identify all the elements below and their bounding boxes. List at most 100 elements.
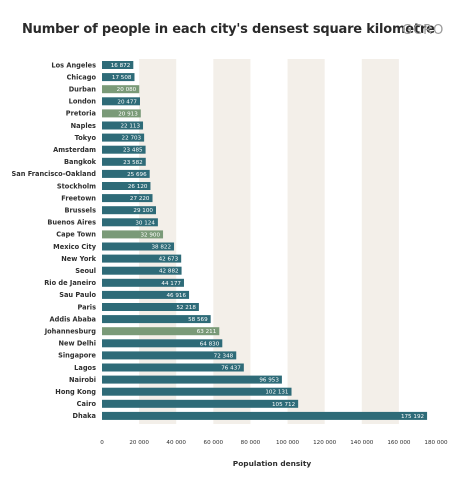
bar-stockholm xyxy=(102,182,151,190)
bar-new-york xyxy=(102,254,182,263)
bar-chicago xyxy=(102,73,135,82)
bar-rio-de-janeiro xyxy=(102,278,184,287)
bar-bangkok xyxy=(102,157,146,166)
gcro-logo: GCRO xyxy=(402,23,445,38)
bar-freetown xyxy=(102,194,153,203)
value-label: 42 882 xyxy=(159,269,179,275)
category-label: Buenos Aires xyxy=(47,219,96,227)
value-label: 52 218 xyxy=(176,305,196,311)
grid-band xyxy=(139,59,177,424)
bar-paris xyxy=(102,303,199,311)
bar-buenos-aires xyxy=(102,218,158,227)
category-label: Sau Paulo xyxy=(59,291,96,299)
category-label: Freetown xyxy=(61,194,96,202)
value-label: 25 696 xyxy=(127,172,147,178)
category-label: Hong Kong xyxy=(55,388,96,396)
category-label: Seoul xyxy=(75,267,96,275)
category-label: Chicago xyxy=(67,73,97,81)
bar-singapore xyxy=(102,351,237,360)
category-label: Bangkok xyxy=(64,158,97,166)
x-tick-label: 180 000 xyxy=(424,440,448,446)
grid-band xyxy=(287,59,325,424)
category-label: Mexico City xyxy=(53,243,97,251)
value-label: 22 703 xyxy=(122,136,142,142)
bar-amsterdam xyxy=(102,145,146,154)
value-label: 27 220 xyxy=(130,196,150,202)
bar-brussels xyxy=(102,206,156,215)
value-label: 72 348 xyxy=(214,353,234,359)
grid-band xyxy=(213,59,251,424)
x-tick-label: 0 xyxy=(100,440,104,446)
value-label: 20 477 xyxy=(117,99,137,105)
value-label: 102 131 xyxy=(265,390,289,396)
value-label: 32 900 xyxy=(140,232,160,238)
value-label: 63 211 xyxy=(197,329,217,335)
bar-nairobi xyxy=(102,375,282,384)
category-label: Lagos xyxy=(74,364,96,372)
value-label: 23 485 xyxy=(123,148,143,154)
category-label: Rio de Janeiro xyxy=(44,279,96,287)
value-label: 38 822 xyxy=(151,245,171,251)
category-label: Pretoria xyxy=(66,110,96,118)
bar-mexico-city xyxy=(102,242,175,251)
x-tick-label: 140 000 xyxy=(350,440,374,446)
value-label: 58 569 xyxy=(188,317,208,323)
bar-dhaka xyxy=(102,411,428,420)
chart-title: Number of people in each city's densest … xyxy=(22,22,435,37)
value-label: 30 124 xyxy=(135,220,155,226)
x-tick-label: 160 000 xyxy=(387,440,411,446)
category-label: Naples xyxy=(71,122,96,130)
x-tick-label: 100 000 xyxy=(276,440,300,446)
value-label: 96 953 xyxy=(259,378,279,384)
x-axis-label: Population density xyxy=(233,459,312,468)
category-label: Tokyo xyxy=(75,134,97,142)
value-label: 46 916 xyxy=(166,293,186,299)
x-tick-label: 80 000 xyxy=(241,440,261,446)
bar-johannesburg xyxy=(102,327,220,336)
category-label: Singapore xyxy=(58,352,96,360)
category-label: Johannesburg xyxy=(44,328,97,336)
x-tick-label: 60 000 xyxy=(204,440,224,446)
bar-cairo xyxy=(102,399,299,408)
grid-band xyxy=(361,59,399,424)
bar-pretoria xyxy=(102,109,141,118)
bar-naples xyxy=(102,121,144,130)
bar-hong-kong xyxy=(102,387,292,396)
category-label: Cape Town xyxy=(56,231,96,239)
value-label: 26 120 xyxy=(128,184,148,190)
value-label: 16 872 xyxy=(111,63,131,69)
bar-tokyo xyxy=(102,133,145,142)
category-label: Brussels xyxy=(65,207,97,215)
value-label: 20 080 xyxy=(117,87,137,93)
category-label: New Delhi xyxy=(58,340,96,348)
bar-cape-town xyxy=(102,230,164,239)
category-label: Paris xyxy=(77,303,96,311)
bar-london xyxy=(102,97,140,106)
x-tick-label: 120 000 xyxy=(313,440,337,446)
value-label: 29 100 xyxy=(133,208,153,214)
category-label: Addis Ababa xyxy=(50,315,96,323)
category-label: Nairobi xyxy=(69,376,96,384)
category-label: Amsterdam xyxy=(53,146,96,154)
value-label: 22 113 xyxy=(120,124,140,130)
category-label: Los Angeles xyxy=(51,61,96,69)
category-label: Cairo xyxy=(77,400,97,408)
bar-los-angeles xyxy=(102,61,134,69)
category-label: London xyxy=(69,98,97,106)
category-label: New York xyxy=(61,255,96,263)
bar-san-francisco-oakland xyxy=(102,169,150,178)
bar-seoul xyxy=(102,266,182,275)
category-label: Durban xyxy=(69,86,97,94)
value-label: 20 913 xyxy=(118,111,138,117)
value-label: 175 192 xyxy=(401,414,424,420)
value-label: 23 582 xyxy=(123,160,143,166)
bar-addis-ababa xyxy=(102,315,211,324)
category-label: San Francisco-Oakland xyxy=(12,170,97,178)
category-label: Stockholm xyxy=(57,182,96,190)
bar-lagos xyxy=(102,363,244,372)
value-label: 42 673 xyxy=(159,257,179,263)
bar-durban xyxy=(102,85,140,94)
category-label: Dhaka xyxy=(73,412,96,420)
value-label: 105 712 xyxy=(272,402,295,408)
